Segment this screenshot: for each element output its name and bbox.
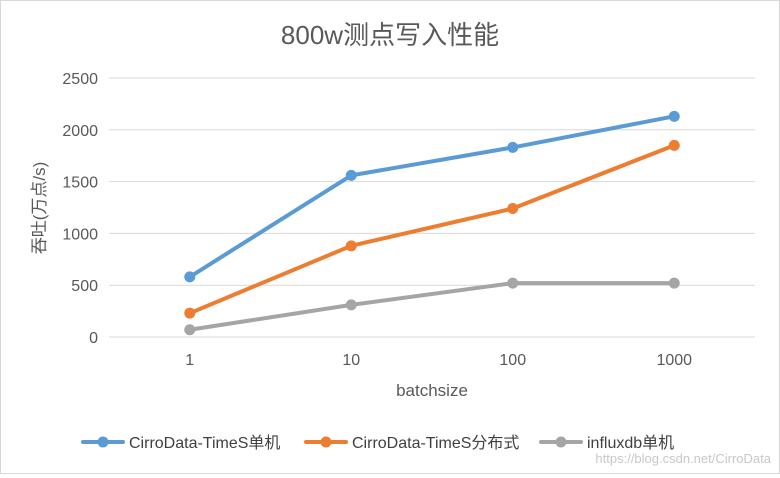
data-point xyxy=(184,307,196,319)
series-3 xyxy=(184,277,680,336)
data-point xyxy=(507,141,519,153)
x-tick-label: 100 xyxy=(499,352,526,369)
legend-swatch-marker xyxy=(320,436,332,448)
data-point xyxy=(507,277,519,289)
series-line xyxy=(187,143,677,316)
x-tick-label: 1000 xyxy=(656,352,692,369)
data-point xyxy=(184,324,196,336)
gridlines xyxy=(109,77,755,338)
x-axis-title: batchsize xyxy=(396,381,468,400)
y-tick-label: 0 xyxy=(89,330,98,347)
legend-label: CirroData-TimeS单机 xyxy=(129,434,280,452)
legend-label: influxdb单机 xyxy=(587,434,674,452)
y-tick-label: 1000 xyxy=(62,226,98,243)
legend-item: CirroData-TimeS单机 xyxy=(81,434,280,452)
data-point xyxy=(345,299,357,311)
data-point xyxy=(668,110,680,122)
legend-item: influxdb单机 xyxy=(539,434,674,452)
series-2 xyxy=(184,139,680,319)
data-point xyxy=(345,240,357,252)
y-tick-label: 2500 xyxy=(62,71,98,88)
x-tick-label: 1 xyxy=(185,352,194,369)
x-tick-labels: 1 10 100 1000 xyxy=(185,352,692,369)
x-tick-label: 10 xyxy=(342,352,360,369)
y-tick-labels: 0 500 1000 1500 2000 2500 xyxy=(62,71,98,347)
data-point xyxy=(184,271,196,283)
watermark: https://blog.csdn.net/CirroData xyxy=(595,451,771,466)
series-line xyxy=(187,114,677,279)
y-tick-label: 500 xyxy=(71,278,98,295)
legend-swatch-marker xyxy=(555,436,567,448)
series-line xyxy=(187,281,677,332)
y-tick-label: 2000 xyxy=(62,123,98,140)
y-axis-title: 吞吐(万点/s) xyxy=(30,162,49,255)
chart-title: 800w测点写入性能 xyxy=(281,20,499,50)
y-tick-label: 1500 xyxy=(62,175,98,192)
data-point xyxy=(507,203,519,215)
legend-swatch-marker xyxy=(97,436,109,448)
series-1 xyxy=(184,110,680,283)
data-point xyxy=(668,277,680,289)
legend-label: CirroData-TimeS分布式 xyxy=(352,434,519,452)
series-lines xyxy=(184,110,680,336)
legend: CirroData-TimeS单机 CirroData-TimeS分布式 influ… xyxy=(81,434,674,452)
data-point xyxy=(345,169,357,181)
legend-item: CirroData-TimeS分布式 xyxy=(304,434,519,452)
data-point xyxy=(668,139,680,151)
